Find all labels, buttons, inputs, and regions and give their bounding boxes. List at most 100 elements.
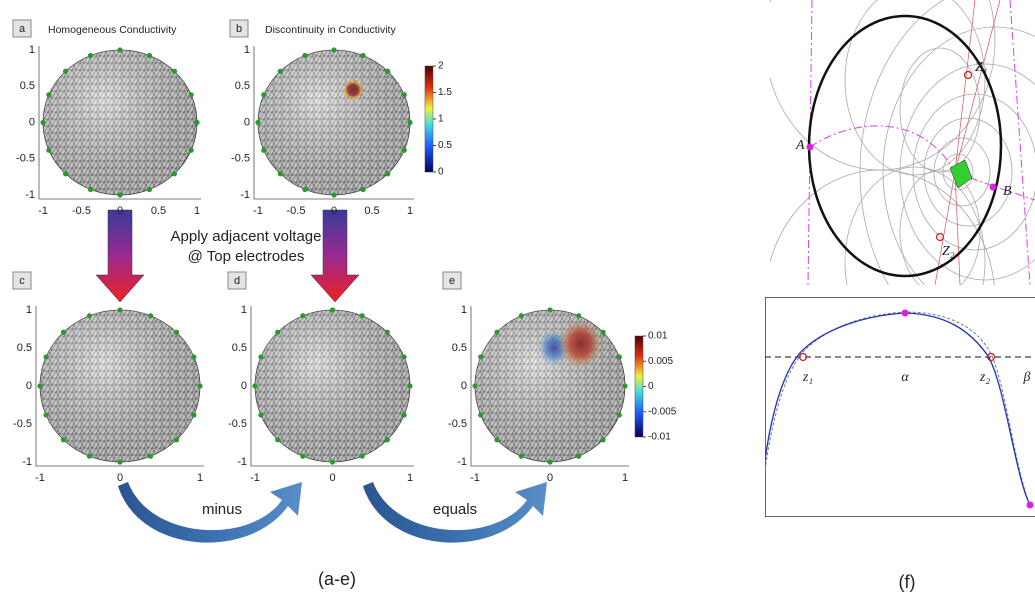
colorbar-tick-label: 2 <box>438 61 444 72</box>
figure: Apply adjacent voltage @ Top electrodes … <box>0 0 1035 601</box>
electrode <box>189 92 194 97</box>
y-tick-label: 0 <box>29 116 35 128</box>
x-tick-label: 1 <box>197 472 203 484</box>
panel-label: a <box>19 23 26 35</box>
plot-label: α <box>901 370 909 385</box>
electrode <box>622 383 627 388</box>
electrode <box>147 187 152 192</box>
y-tick-label: -1 <box>237 456 247 468</box>
profile-plot: z₁ α z₂ β <box>765 297 1035 517</box>
electrode <box>37 383 42 388</box>
mesh-domain <box>252 307 412 464</box>
colorbar-tick-label: 0.5 <box>438 140 452 151</box>
electrode <box>385 437 390 442</box>
x-tick-label: 0 <box>331 205 337 217</box>
point-label: Z₁ <box>975 60 988 75</box>
electrode <box>275 437 280 442</box>
electrode <box>46 148 51 153</box>
operation-label: equals <box>433 501 477 518</box>
x-tick-label: 0 <box>547 472 553 484</box>
electrode <box>494 437 499 442</box>
electrode <box>117 459 122 464</box>
colorbar-tick-label: -0.01 <box>648 432 671 443</box>
x-tick-label: -1 <box>35 472 45 484</box>
panel-label: c <box>19 275 25 287</box>
y-tick-label: 0 <box>244 116 250 128</box>
y-tick-label: 0 <box>461 380 467 392</box>
point-label: A <box>795 138 805 153</box>
electrode <box>360 313 365 318</box>
plot-label: β <box>1023 370 1031 385</box>
x-tick-label: 1 <box>622 472 628 484</box>
electrode <box>278 69 283 74</box>
electrode <box>330 459 335 464</box>
electrode <box>117 307 122 312</box>
electrode <box>43 412 48 417</box>
electrode <box>63 171 68 176</box>
electrode <box>258 354 263 359</box>
x-tick-label: -1 <box>470 472 480 484</box>
electrode <box>117 47 122 52</box>
colorbar <box>425 66 433 172</box>
electrode <box>261 92 266 97</box>
panel-label: d <box>234 275 240 287</box>
y-tick-label: -1 <box>22 456 32 468</box>
y-tick-label: -0.5 <box>16 153 35 165</box>
electrode <box>600 437 605 442</box>
panel-title: Discontinuity in Conductivity <box>265 24 396 36</box>
caption: (a-e) <box>318 569 356 589</box>
electrode <box>385 330 390 335</box>
y-tick-label: 1 <box>29 44 35 56</box>
x-tick-label: 0 <box>329 472 335 484</box>
x-tick-label: 0 <box>117 205 123 217</box>
point-label: Z₂ <box>942 244 955 259</box>
electrode <box>174 437 179 442</box>
y-tick-label: -0.5 <box>13 418 32 430</box>
electrode <box>275 330 280 335</box>
electrode <box>385 69 390 74</box>
electrode <box>300 313 305 318</box>
y-tick-label: 1 <box>241 304 247 316</box>
y-tick-label: -0.5 <box>448 418 467 430</box>
point-label: B <box>1003 184 1012 199</box>
electrode <box>402 92 407 97</box>
electrode <box>330 307 335 312</box>
electrode <box>255 120 260 125</box>
x-tick-label: 0.5 <box>151 205 166 217</box>
electrode <box>88 187 93 192</box>
electrode <box>300 454 305 459</box>
electrode <box>261 148 266 153</box>
y-tick-label: -1 <box>240 189 250 201</box>
y-tick-label: -0.5 <box>228 418 247 430</box>
electrode <box>331 192 336 197</box>
mesh-domain <box>37 307 202 464</box>
electrode <box>617 412 622 417</box>
electrode <box>478 412 483 417</box>
y-tick-label: 1 <box>461 304 467 316</box>
y-tick-label: 0.5 <box>235 80 250 92</box>
electrode <box>63 69 68 74</box>
electrode <box>147 53 152 58</box>
mesh-domain <box>255 47 412 197</box>
electrode <box>88 53 93 58</box>
electrode <box>87 313 92 318</box>
panel-label: b <box>236 23 242 35</box>
electrode <box>302 187 307 192</box>
panel-label: e <box>449 275 455 287</box>
electrode <box>46 92 51 97</box>
electrode <box>189 148 194 153</box>
electrode <box>360 454 365 459</box>
electrode <box>148 454 153 459</box>
electrode <box>478 354 483 359</box>
down-arrow <box>96 210 144 302</box>
panel-title: Homogeneous Conductivity <box>48 24 177 36</box>
colorbar-tick-label: 0 <box>648 381 654 392</box>
colorbar-tick-label: 1 <box>438 114 444 125</box>
electrode <box>172 69 177 74</box>
electrode <box>402 412 407 417</box>
x-tick-label: 1 <box>407 472 413 484</box>
electrode <box>402 354 407 359</box>
electrode <box>402 148 407 153</box>
x-tick-label: -0.5 <box>287 205 306 217</box>
operation-label: minus <box>202 501 242 518</box>
